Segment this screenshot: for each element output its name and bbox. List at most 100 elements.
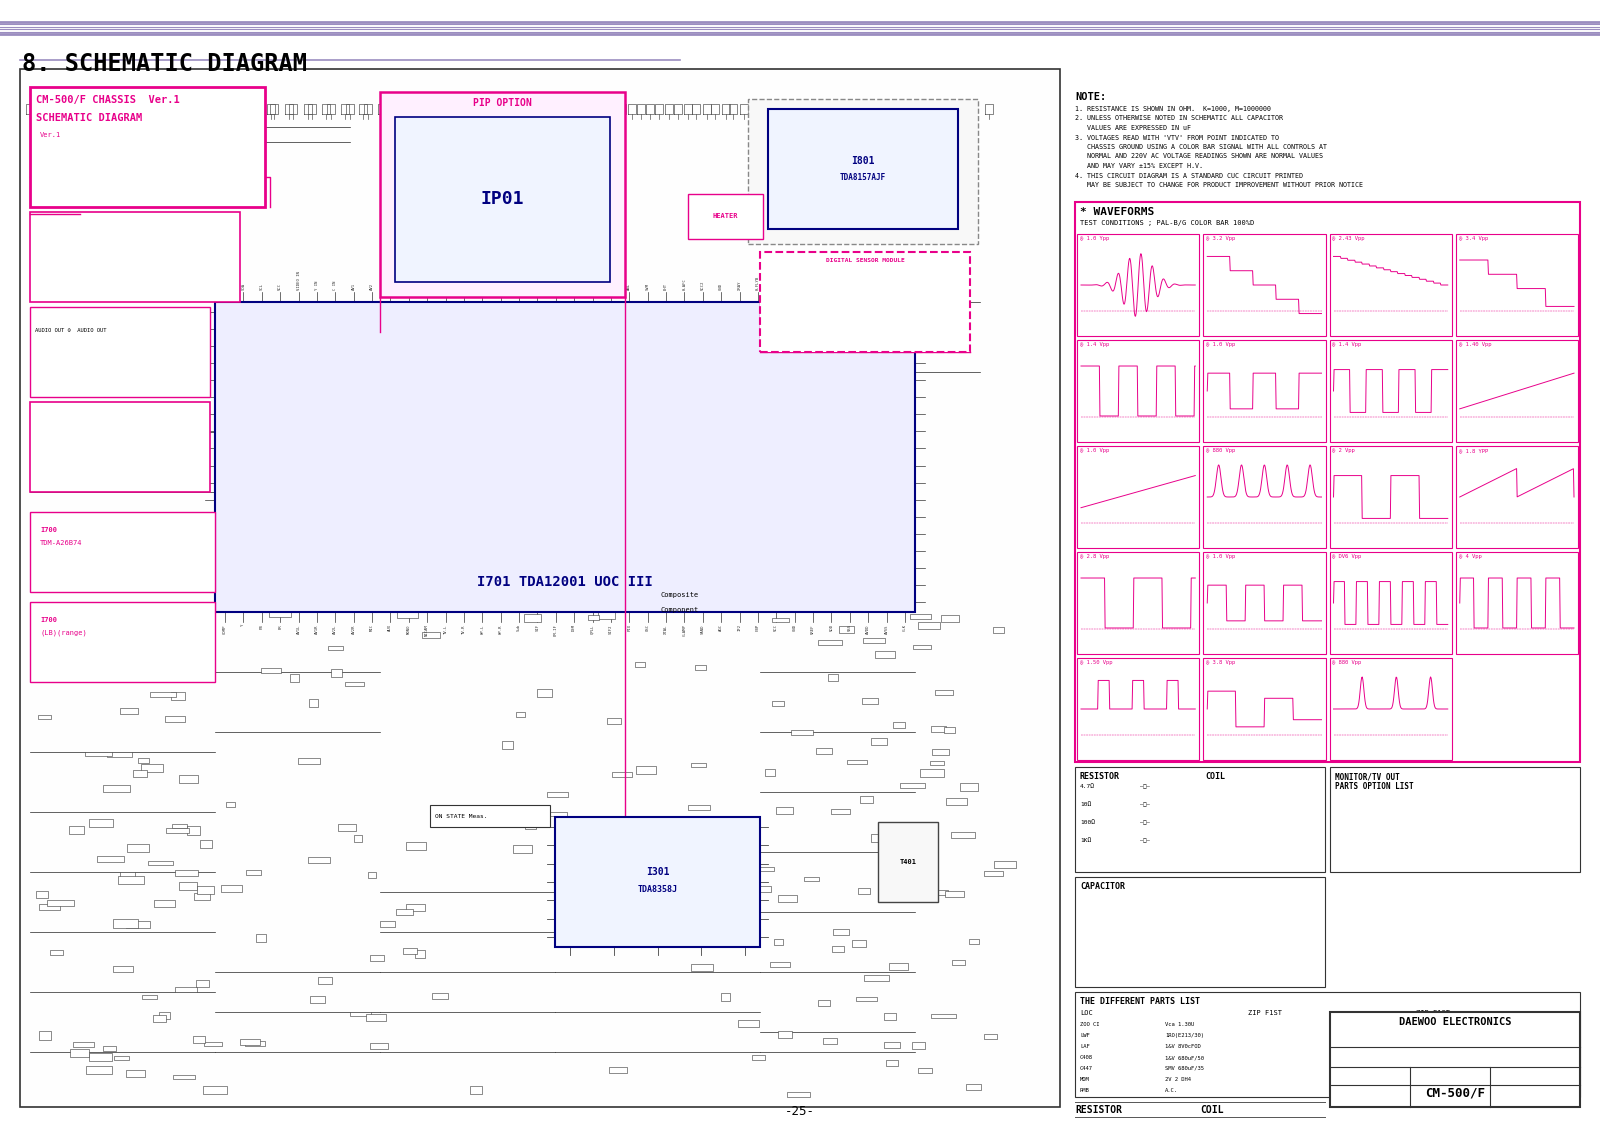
Bar bbox=[171, 692, 186, 701]
Bar bbox=[739, 1020, 758, 1027]
Text: PB: PB bbox=[259, 624, 264, 628]
Text: GND: GND bbox=[792, 624, 797, 632]
Text: XTAL: XTAL bbox=[664, 624, 669, 634]
Text: THE COMPONENTS MARKED WITH    ARE IMPORTANT FOR MAINTAINING: THE COMPONENTS MARKED WITH ARE IMPORTANT… bbox=[1075, 334, 1310, 341]
Bar bbox=[30, 307, 210, 397]
Text: THE SAFETY OF THE SET AND SHOULD BE REPLACED ONLY WITH TYPES
IDENTICAL TO THOSE : THE SAFETY OF THE SET AND SHOULD BE REPL… bbox=[1075, 346, 1350, 370]
Text: VREF: VREF bbox=[811, 624, 814, 634]
Text: VCC: VCC bbox=[774, 624, 778, 632]
Bar bbox=[403, 947, 416, 954]
Bar bbox=[872, 834, 888, 842]
Text: I700: I700 bbox=[40, 528, 58, 533]
Text: G: G bbox=[536, 288, 539, 290]
Bar bbox=[166, 829, 189, 833]
Text: TEST CONDITIONS ; PAL-B/G COLOR BAR 100%D: TEST CONDITIONS ; PAL-B/G COLOR BAR 100%… bbox=[1080, 220, 1254, 226]
Bar bbox=[1075, 992, 1581, 1097]
Bar bbox=[1330, 1012, 1581, 1107]
Text: SVM: SVM bbox=[646, 283, 650, 290]
Text: ◎ 1.8 YPP: ◎ 1.8 YPP bbox=[1459, 448, 1488, 453]
Bar bbox=[114, 919, 138, 928]
Text: ◎ 2.43 Vpp: ◎ 2.43 Vpp bbox=[1333, 235, 1365, 241]
Bar bbox=[966, 1084, 981, 1090]
Bar bbox=[930, 761, 944, 765]
Bar bbox=[371, 1044, 389, 1049]
Bar bbox=[1330, 767, 1581, 872]
Text: I801: I801 bbox=[851, 156, 875, 166]
Text: NOTE:: NOTE: bbox=[1075, 92, 1106, 102]
Bar bbox=[83, 633, 106, 638]
Bar bbox=[171, 824, 187, 829]
Bar bbox=[1203, 446, 1325, 548]
Bar bbox=[944, 727, 955, 732]
Bar bbox=[827, 674, 838, 681]
Bar bbox=[547, 792, 568, 797]
Text: B: B bbox=[554, 288, 558, 290]
Bar bbox=[406, 904, 426, 910]
Bar bbox=[192, 1036, 205, 1043]
Bar bbox=[154, 1015, 166, 1022]
Text: RESISTOR: RESISTOR bbox=[1075, 1105, 1122, 1115]
Bar bbox=[830, 809, 850, 814]
Text: ZIP F1ST: ZIP F1ST bbox=[1416, 1010, 1450, 1017]
Bar bbox=[256, 934, 266, 942]
Text: PMB: PMB bbox=[1080, 1088, 1090, 1094]
Text: T401: T401 bbox=[899, 859, 917, 865]
Bar bbox=[149, 861, 173, 865]
Text: CM-500/F CHASSIS  Ver.1: CM-500/F CHASSIS Ver.1 bbox=[35, 95, 179, 105]
Text: Sub: Sub bbox=[517, 624, 522, 632]
Bar bbox=[102, 784, 131, 792]
Bar bbox=[691, 964, 712, 971]
Bar bbox=[886, 1061, 898, 1066]
Text: R: R bbox=[517, 288, 522, 290]
Bar bbox=[226, 801, 235, 807]
Text: ◎ 1.50 Vpp: ◎ 1.50 Vpp bbox=[1080, 660, 1112, 664]
Bar bbox=[174, 654, 187, 661]
Bar bbox=[310, 996, 325, 1003]
Text: 8. SCHEMATIC DIAGRAM: 8. SCHEMATIC DIAGRAM bbox=[22, 52, 307, 76]
Bar bbox=[878, 822, 938, 902]
Text: DAEWOO ELECTRONICS: DAEWOO ELECTRONICS bbox=[1398, 1017, 1512, 1027]
Bar bbox=[774, 940, 784, 945]
Text: ◎ 1.40 Vpp: ◎ 1.40 Vpp bbox=[1459, 342, 1491, 348]
Text: THE DIFFERENT PARTS LIST: THE DIFFERENT PARTS LIST bbox=[1080, 997, 1200, 1006]
Bar bbox=[886, 827, 904, 834]
Text: ◎ 2 Vpp: ◎ 2 Vpp bbox=[1333, 448, 1355, 453]
Text: PIP OPTION: PIP OPTION bbox=[474, 98, 531, 108]
Bar bbox=[120, 873, 136, 878]
Bar bbox=[86, 1066, 112, 1074]
Text: TDM-A26B74: TDM-A26B74 bbox=[40, 540, 83, 546]
Text: I301: I301 bbox=[646, 867, 669, 877]
Text: MOM: MOM bbox=[1080, 1077, 1090, 1082]
Text: ◎ DV6 Vpp: ◎ DV6 Vpp bbox=[1333, 554, 1362, 559]
Text: MONITOR/TV OUT
PARTS OPTION LIST: MONITOR/TV OUT PARTS OPTION LIST bbox=[1334, 772, 1414, 791]
Bar bbox=[512, 846, 531, 854]
Bar bbox=[158, 1012, 170, 1019]
Bar bbox=[112, 966, 133, 971]
Bar bbox=[838, 626, 854, 633]
Bar bbox=[749, 98, 978, 245]
Bar bbox=[738, 820, 747, 826]
Bar bbox=[30, 212, 240, 302]
Bar bbox=[165, 717, 184, 721]
Bar bbox=[138, 758, 149, 763]
Bar bbox=[890, 963, 907, 970]
Bar bbox=[1075, 877, 1325, 987]
Text: C447: C447 bbox=[1080, 1066, 1093, 1071]
Bar bbox=[221, 885, 242, 892]
Text: * WAVEFORMS: * WAVEFORMS bbox=[1080, 207, 1154, 217]
Text: H-FLYB: H-FLYB bbox=[755, 276, 760, 290]
Bar bbox=[920, 769, 944, 777]
Bar bbox=[525, 822, 536, 829]
Bar bbox=[834, 929, 850, 935]
Bar bbox=[1075, 767, 1325, 872]
Bar bbox=[139, 663, 150, 669]
Text: VCC3: VCC3 bbox=[902, 281, 907, 290]
Text: 1&V 880uF/DC: 1&V 880uF/DC bbox=[1360, 1055, 1398, 1060]
Text: 1&V TD280D0: 1&V TD280D0 bbox=[1360, 1044, 1395, 1049]
Text: HP-L: HP-L bbox=[480, 624, 485, 634]
Bar bbox=[205, 1041, 222, 1046]
Bar bbox=[779, 1031, 792, 1038]
Text: 1&V 680uF/50: 1&V 680uF/50 bbox=[1165, 1055, 1205, 1060]
Text: SDA: SDA bbox=[242, 283, 245, 290]
Text: AGC: AGC bbox=[720, 624, 723, 632]
